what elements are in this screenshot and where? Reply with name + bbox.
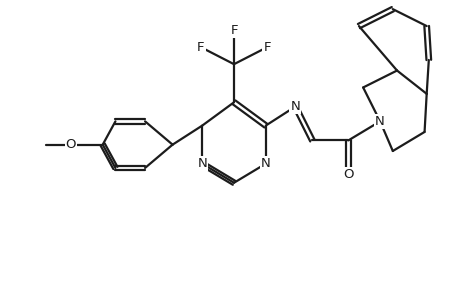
Text: F: F	[230, 24, 238, 37]
Text: N: N	[197, 157, 207, 170]
Text: O: O	[66, 138, 76, 151]
Text: F: F	[197, 41, 205, 54]
Text: O: O	[343, 168, 354, 181]
Text: N: N	[261, 157, 271, 170]
Text: N: N	[375, 115, 385, 128]
Text: F: F	[263, 41, 271, 54]
Text: N: N	[291, 100, 300, 113]
